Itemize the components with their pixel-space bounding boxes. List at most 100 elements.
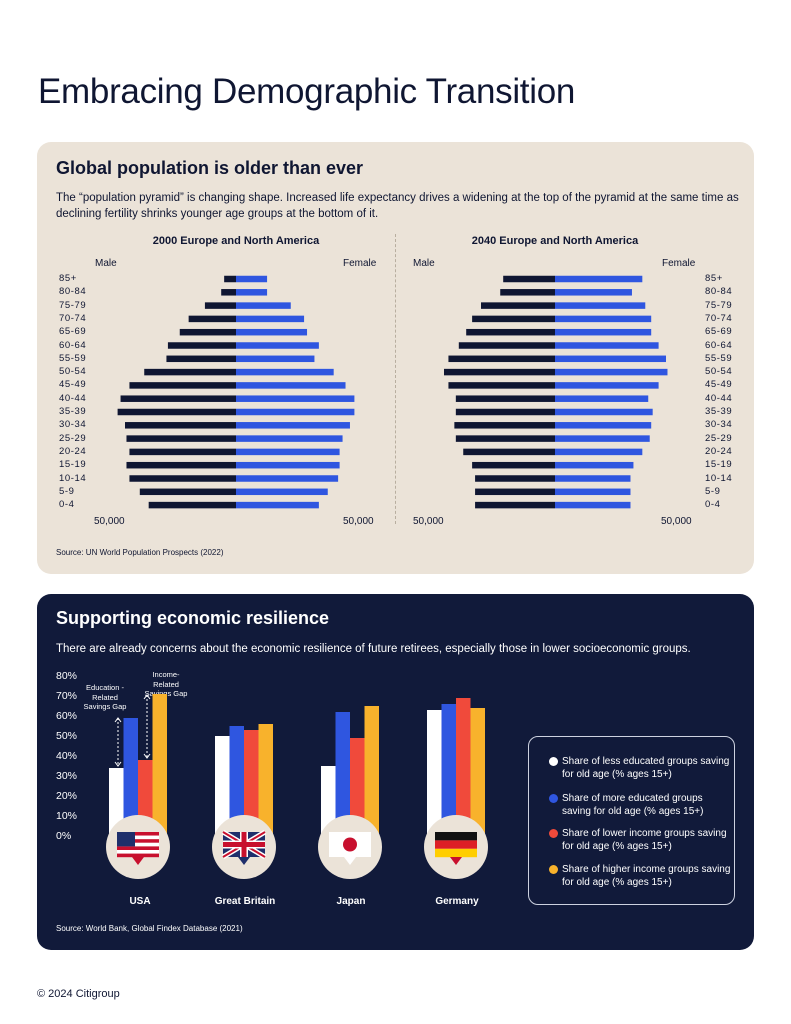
legend-label-more-educated: Share of more educated groups saving for… [562,793,704,817]
pyramid-2040-female-bar [555,368,668,376]
legend-dot-red [549,829,558,838]
legend-item-less-educated: Share of less educated groups saving for… [549,755,734,781]
pyramid-2040-female-bar [555,395,649,402]
pyramid-2000-male-bar [144,368,236,376]
pyramid-2000-male-label: Male [95,258,117,269]
country-label-japan: Japan [336,896,366,907]
pyramid-2000-male-bar [126,435,236,442]
legend-label-less-educated: Share of less educated groups saving for… [562,756,730,780]
savings-bar [456,698,471,838]
pyramid-2000-male-bar [129,475,236,482]
age-group-label: 5-9 [705,485,721,497]
age-group-label: 30-34 [59,419,87,431]
pyramid-divider [395,234,396,524]
pyramid-2000-female-bar [236,289,268,296]
us-flag-icon [117,832,159,865]
pyramid-2040-male-bar [472,315,555,323]
y-tick-label: 10% [56,810,78,822]
pyramid-2000-female-bar [236,342,319,349]
age-group-label: 0-4 [59,499,75,511]
pyramid-2000-female-bar [236,408,355,416]
population-pyramids [117,275,668,509]
y-tick-label: 70% [56,690,78,702]
income-gap-label: Income- Related Savings Gap [144,670,188,698]
pyramid-2040-male-bar [448,382,555,389]
age-group-label: 10-14 [705,472,733,484]
pyramid-2000-male-bar [129,448,236,456]
income-gap-arrow-head [143,694,151,700]
resilience-heading: Supporting economic resilience [56,608,330,628]
income-gap-arrow-head [143,753,151,759]
copyright-footer: © 2024 Citigroup [37,988,120,1000]
pyramid-2040-male-bar [448,355,555,363]
savings-bar [258,724,273,838]
pyramid-2040-female-bar [555,315,652,323]
pyramid-2040-tick-left: 50,000 [413,516,444,527]
pyramid-2040-female-bar [555,275,643,283]
legend-item-more-educated: Share of more educated groups saving for… [549,792,734,818]
y-tick-label: 0% [56,830,72,842]
flag-stripe [435,848,477,858]
flag-sun [343,837,357,852]
savings-bar [427,710,442,838]
pyramid-2040-female-label: Female [662,258,696,269]
flag-pennant [450,857,462,865]
pyramid-2000-female-bar [236,302,291,309]
pyramid-2040-male-bar [475,501,555,509]
flag-stripe [117,832,159,836]
pyramid-2000-female-bar [236,435,343,442]
pyramid-2040-female-bar [555,289,632,296]
pyramid-2000-female-bar [236,448,340,456]
pyramid-2040-female-bar [555,448,643,456]
pyramid-2040-female-bar [555,328,652,336]
flag-pennant [132,857,144,865]
country-label-great-britain: Great Britain [214,896,276,907]
savings-bar [215,736,230,838]
age-group-label: 40-44 [705,392,733,404]
resilience-source: Source: World Bank, Global Findex Databa… [56,924,243,933]
flag-stripe [117,842,159,847]
pyramid-2040-tick-right: 50,000 [661,516,692,527]
age-group-label: 0-4 [705,499,721,511]
pyramid-2000-female-bar [236,422,350,429]
age-group-label: 50-54 [59,366,87,378]
resilience-panel: Supporting economic resilience There are… [37,594,754,950]
age-group-label: 70-74 [59,312,87,324]
pyramid-2040-male-bar [481,302,555,309]
age-group-label: 35-39 [705,406,733,417]
savings-bar [321,766,336,838]
age-group-label: 75-79 [705,299,733,311]
population-source: Source: UN World Population Prospects (2… [56,548,224,557]
age-group-label: 45-49 [59,379,87,391]
education-gap-label: Education -Related Savings Gap [83,683,127,711]
pyramid-2040-male-bar [444,368,555,376]
age-group-label: 85+ [59,273,77,284]
pyramid-2040-male-bar [455,408,555,416]
education-gap-arrow-head [114,761,122,767]
pyramid-2000-male-bar [117,408,236,416]
age-group-label: 60-64 [59,339,87,351]
pyramid-2000-male-bar [120,395,236,402]
pyramid-2000-male-bar [148,501,236,509]
pyramid-2000-tick-right: 50,000 [343,516,374,527]
pyramid-2000-female-bar [236,368,334,376]
age-group-label: 5-9 [59,485,75,497]
flag-stripe [117,846,159,850]
age-group-label: 65-69 [59,326,87,338]
savings-chart [106,694,488,879]
resilience-description: There are already concerns about the eco… [56,643,691,655]
legend-item-higher-income: Share of higher income groups saving for… [549,863,734,889]
pyramid-2040-male-bar [475,488,555,496]
pyramid-2000-female-bar [236,275,268,283]
y-tick-label: 50% [56,730,78,742]
age-group-label: 80-84 [705,286,733,298]
savings-bar [152,694,167,838]
legend-label-higher-income: Share of higher income groups saving for… [562,864,731,888]
savings-bar [229,726,244,838]
age-group-label: 65-69 [705,326,733,338]
pyramid-2040-female-bar [555,422,652,429]
country-label-usa: USA [129,896,151,907]
savings-bar [364,706,379,838]
legend-label-lower-income: Share of lower income groups saving for … [562,828,727,852]
pyramid-2040-male-bar [455,395,555,402]
